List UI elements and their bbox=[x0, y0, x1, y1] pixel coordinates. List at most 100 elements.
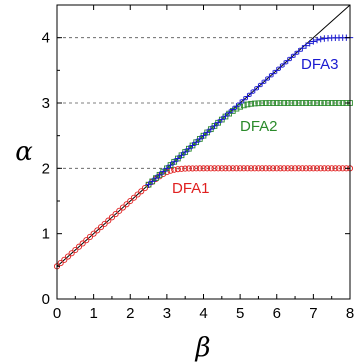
data-point bbox=[310, 38, 317, 45]
data-point bbox=[266, 165, 273, 172]
data-point bbox=[273, 100, 280, 106]
data-point bbox=[203, 129, 211, 136]
data-point bbox=[303, 100, 309, 106]
data-point bbox=[130, 194, 137, 201]
x-tick-label: 2 bbox=[126, 305, 134, 322]
data-point bbox=[317, 165, 324, 172]
data-point bbox=[207, 165, 214, 172]
y-tick-label: 0 bbox=[42, 291, 50, 308]
data-point bbox=[314, 100, 320, 106]
data-point bbox=[68, 250, 75, 257]
data-point bbox=[226, 165, 233, 172]
x-tick-label: 3 bbox=[163, 305, 171, 322]
x-tick-label: 4 bbox=[199, 305, 207, 322]
data-point bbox=[317, 35, 324, 43]
data-point bbox=[116, 207, 123, 214]
data-point bbox=[178, 165, 185, 172]
data-point bbox=[97, 224, 104, 231]
data-point bbox=[313, 36, 321, 44]
data-point bbox=[108, 214, 115, 221]
y-tick-label: 1 bbox=[42, 226, 50, 243]
data-point bbox=[229, 165, 236, 172]
data-point bbox=[138, 188, 145, 195]
data-point bbox=[75, 243, 83, 250]
data-point bbox=[189, 165, 196, 172]
data-point bbox=[215, 165, 222, 172]
series-label-dfa3: DFA3 bbox=[301, 56, 339, 73]
data-point bbox=[90, 230, 97, 237]
data-point bbox=[248, 165, 255, 172]
data-point bbox=[262, 165, 269, 172]
data-point bbox=[79, 240, 86, 247]
data-point bbox=[292, 100, 298, 106]
x-tick-label: 8 bbox=[346, 305, 354, 322]
data-point bbox=[332, 165, 339, 172]
data-point bbox=[200, 165, 207, 172]
data-point bbox=[182, 165, 189, 172]
x-tick-label: 6 bbox=[273, 305, 281, 322]
data-point bbox=[64, 253, 72, 260]
data-point bbox=[211, 165, 218, 172]
data-point bbox=[270, 100, 276, 106]
data-point bbox=[211, 122, 218, 130]
data-point bbox=[171, 166, 178, 173]
data-point bbox=[105, 217, 112, 224]
data-point bbox=[310, 100, 317, 106]
data-point bbox=[259, 100, 265, 106]
data-point bbox=[86, 233, 94, 240]
data-point bbox=[299, 165, 306, 172]
data-point bbox=[192, 139, 200, 146]
data-point bbox=[185, 145, 193, 152]
y-tick-label: 3 bbox=[42, 95, 50, 112]
data-point bbox=[328, 165, 335, 172]
data-point bbox=[251, 165, 258, 172]
data-point bbox=[204, 165, 211, 172]
data-point bbox=[101, 220, 108, 227]
data-point bbox=[237, 165, 244, 172]
data-point bbox=[200, 132, 207, 139]
data-point bbox=[310, 165, 317, 172]
data-point bbox=[255, 165, 262, 172]
data-point bbox=[196, 165, 203, 172]
data-point bbox=[134, 191, 141, 198]
data-point bbox=[247, 90, 255, 97]
data-point bbox=[292, 165, 299, 172]
data-point bbox=[321, 100, 328, 106]
data-point bbox=[185, 165, 192, 172]
data-point bbox=[233, 103, 240, 110]
data-point bbox=[266, 73, 273, 81]
data-point bbox=[288, 100, 295, 106]
data-point bbox=[57, 260, 64, 267]
data-point bbox=[94, 227, 101, 234]
data-point bbox=[288, 165, 295, 172]
data-point bbox=[225, 109, 233, 116]
data-point bbox=[288, 54, 295, 61]
data-point bbox=[174, 166, 181, 173]
data-point bbox=[336, 100, 342, 106]
data-point bbox=[313, 165, 321, 172]
data-point bbox=[273, 67, 280, 74]
data-point bbox=[145, 181, 152, 188]
x-tick-label: 1 bbox=[89, 305, 97, 322]
x-tick-label: 0 bbox=[53, 305, 61, 322]
data-point bbox=[299, 45, 306, 52]
data-point bbox=[291, 51, 299, 58]
data-point bbox=[273, 165, 280, 172]
data-point bbox=[163, 165, 171, 172]
data-point bbox=[262, 76, 269, 84]
data-point bbox=[295, 100, 302, 106]
y-tick-label: 4 bbox=[42, 30, 50, 47]
data-point bbox=[61, 256, 68, 263]
data-point bbox=[295, 48, 302, 55]
y-axis-ticks: 0 1 2 3 4 bbox=[42, 30, 350, 308]
data-point bbox=[255, 100, 262, 107]
data-point bbox=[269, 70, 277, 77]
data-point bbox=[251, 86, 258, 94]
data-point bbox=[277, 100, 284, 106]
data-point bbox=[262, 100, 269, 106]
data-point bbox=[156, 171, 163, 179]
data-point bbox=[295, 165, 302, 172]
y-axis-label: α bbox=[15, 137, 33, 167]
data-marks bbox=[53, 34, 354, 270]
